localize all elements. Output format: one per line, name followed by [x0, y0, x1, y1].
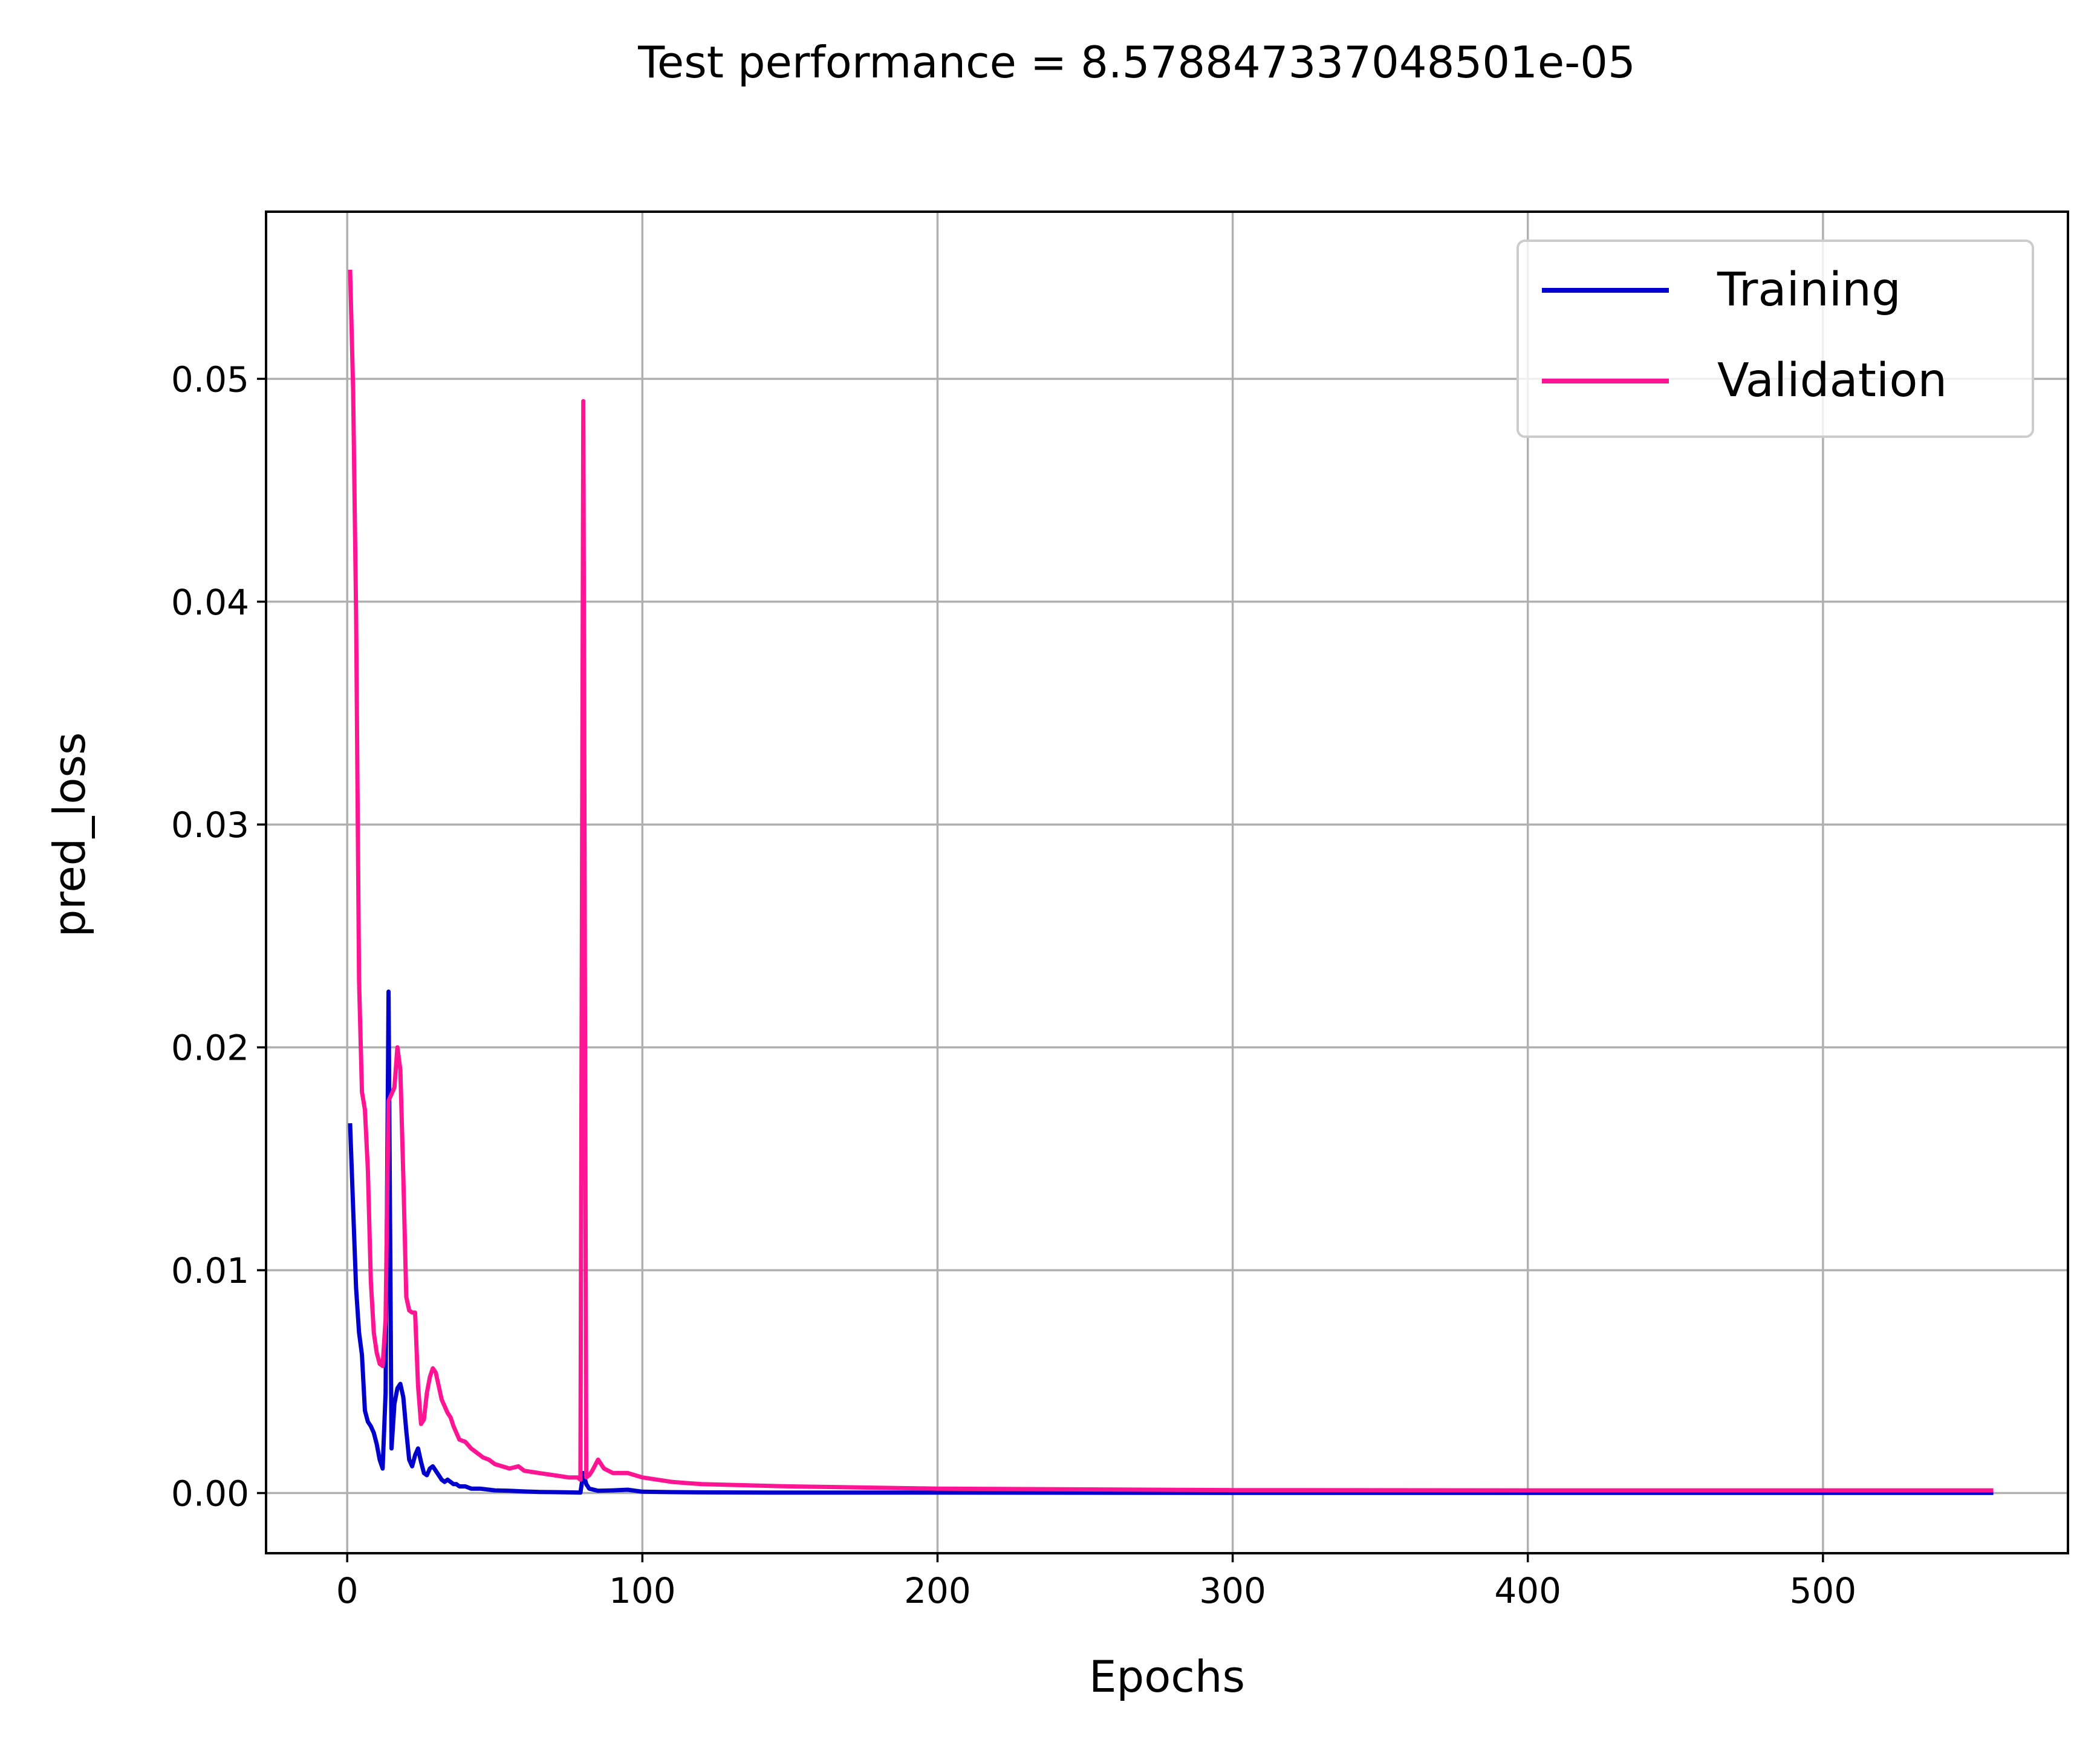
axis-ticks: 0 100 200 300 400 500 0.00 0.01 0.02 0.03 0.04 0.05 [171, 359, 1856, 1611]
plot-area-frame [265, 210, 2069, 1554]
y-tick-label: 0.02 [171, 1028, 249, 1069]
y-tick-label: 0.04 [171, 582, 249, 623]
y-tick-label: 0.03 [171, 804, 249, 846]
series-line-training [348, 990, 1994, 1495]
series-layer [348, 269, 1994, 1495]
x-tick-label: 0 [336, 1570, 359, 1611]
y-tick-label: 0.05 [171, 359, 249, 400]
x-tick-label: 100 [609, 1570, 676, 1611]
x-tick-label: 500 [1789, 1570, 1856, 1611]
legend-label-validation: Validation [1717, 354, 1947, 408]
series-line-validation [348, 269, 1994, 1493]
x-tick-label: 400 [1494, 1570, 1561, 1611]
y-tick-label: 0.00 [171, 1473, 249, 1515]
x-tick-label: 300 [1199, 1570, 1266, 1611]
chart-title: Test performance = 8.578847337048501e-05 [637, 37, 1636, 88]
y-tick-label: 0.01 [171, 1250, 249, 1291]
x-tick-label: 200 [904, 1570, 971, 1611]
legend: Training Validation [1516, 240, 2034, 438]
grid-lines [266, 212, 2068, 1553]
x-axis-title: Epochs [1089, 1651, 1245, 1702]
y-axis-title: pred_loss [44, 732, 95, 937]
legend-label-training: Training [1717, 263, 1901, 317]
